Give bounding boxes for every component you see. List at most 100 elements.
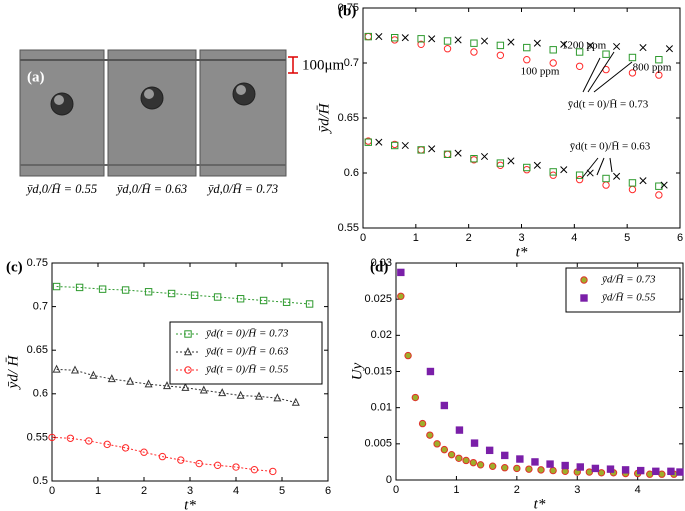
- marker: [639, 44, 647, 52]
- marker: [676, 468, 684, 476]
- marker: [655, 71, 663, 79]
- marker: [602, 181, 610, 189]
- marker: [480, 37, 489, 45]
- marker: [259, 296, 268, 305]
- y-tick-label: 0.75: [338, 2, 359, 14]
- droplet-highlight: [54, 95, 64, 105]
- marker: [513, 464, 521, 473]
- arrow: [596, 157, 605, 176]
- y-tick-label: 0.02: [371, 329, 392, 341]
- y-tick-label: 0.015: [364, 365, 392, 377]
- marker: [121, 286, 130, 294]
- marker: [628, 69, 637, 77]
- y-tick-label: 0.01: [371, 402, 392, 414]
- marker: [533, 161, 541, 169]
- marker: [177, 456, 185, 464]
- marker: [480, 152, 489, 161]
- marker: [523, 43, 531, 52]
- x-tick-label: 3: [187, 485, 193, 497]
- marker: [364, 138, 372, 146]
- arrow: [587, 51, 615, 93]
- panel-a: 100μm (a) ȳd,0/H̄ = 0.55 ȳd,0/H̄ = 0.63 …: [19, 49, 345, 196]
- marker: [440, 445, 449, 454]
- y-tick-label: 0.03: [371, 257, 392, 269]
- legend-label: ȳd(t = 0)/H̄ = 0.63: [205, 346, 289, 358]
- droplet-highlight: [144, 89, 154, 99]
- marker: [496, 161, 505, 170]
- y-axis-label: Uy: [349, 362, 365, 380]
- annotation: ȳd(t = 0)/H̄ = 0.63: [570, 141, 651, 153]
- marker: [575, 175, 584, 184]
- plot-frame: [362, 7, 681, 229]
- marker: [646, 470, 654, 478]
- x-tick-label: 6: [677, 232, 683, 244]
- marker: [121, 444, 130, 452]
- marker: [523, 163, 531, 172]
- marker: [560, 40, 568, 48]
- marker: [162, 381, 172, 390]
- marker: [404, 351, 412, 360]
- marker: [158, 452, 167, 461]
- marker: [501, 464, 509, 472]
- marker: [613, 42, 621, 51]
- marker: [537, 466, 545, 474]
- marker: [254, 391, 264, 400]
- marker: [523, 166, 531, 174]
- x-tick-label: 3: [518, 232, 524, 244]
- marker: [417, 146, 425, 154]
- marker: [126, 376, 135, 385]
- marker: [488, 462, 497, 470]
- marker: [637, 466, 645, 475]
- marker: [190, 291, 199, 299]
- caption: ȳd,0/H̄ = 0.55: [25, 182, 97, 196]
- marker: [470, 39, 478, 47]
- marker: [621, 466, 630, 474]
- panel-label: (a): [27, 69, 45, 85]
- marker: [602, 174, 610, 183]
- marker: [667, 467, 675, 476]
- marker: [606, 465, 615, 473]
- x-tick-label: 3: [574, 484, 580, 496]
- marker: [391, 34, 399, 42]
- marker: [580, 294, 588, 302]
- marker: [546, 460, 554, 468]
- marker: [660, 181, 668, 189]
- marker: [236, 390, 245, 399]
- marker: [586, 41, 594, 49]
- marker: [433, 440, 441, 448]
- caption: ȳd,0/H̄ = 0.63: [115, 182, 187, 196]
- marker: [549, 46, 557, 54]
- marker: [52, 282, 61, 291]
- marker: [397, 292, 405, 300]
- marker: [401, 141, 409, 150]
- marker: [218, 388, 227, 397]
- marker: [103, 440, 111, 449]
- x-tick-label: 2: [141, 485, 147, 497]
- marker: [665, 45, 673, 53]
- marker: [66, 434, 75, 442]
- marker: [455, 454, 463, 462]
- marker: [470, 155, 478, 163]
- marker: [411, 393, 420, 402]
- arrow: [609, 157, 613, 173]
- series-line: [56, 368, 296, 404]
- marker: [496, 41, 505, 50]
- series-line: [56, 286, 310, 305]
- marker: [575, 62, 584, 71]
- marker: [485, 446, 494, 455]
- marker: [501, 451, 509, 460]
- marker: [364, 32, 372, 41]
- marker: [469, 458, 478, 467]
- marker: [418, 419, 427, 428]
- frame: [199, 49, 287, 177]
- marker: [561, 461, 569, 470]
- marker: [470, 48, 478, 56]
- marker: [549, 168, 557, 176]
- marker: [401, 34, 409, 42]
- scale-label: 100μm: [302, 57, 345, 73]
- x-tick-label: 5: [279, 485, 285, 497]
- legend-box: [169, 321, 323, 385]
- legend-label: ȳd/H̄ = 0.55: [601, 292, 656, 304]
- marker: [144, 379, 153, 388]
